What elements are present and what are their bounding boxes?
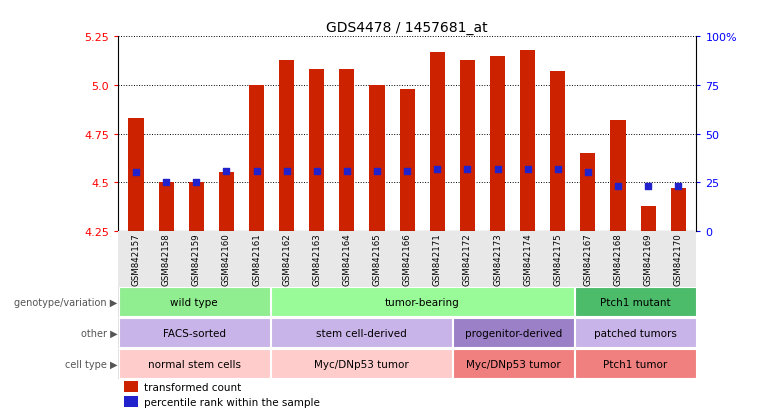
Point	[431, 166, 444, 173]
Bar	[271, 318, 452, 348]
Text: transformed count: transformed count	[144, 382, 241, 392]
Text: GSM842172: GSM842172	[463, 233, 472, 285]
Bar	[119, 318, 269, 348]
Text: GSM842158: GSM842158	[161, 233, 170, 285]
Bar	[271, 349, 452, 379]
Bar	[119, 349, 269, 379]
Point	[281, 168, 293, 174]
Bar	[400, 90, 415, 231]
Bar	[119, 287, 269, 317]
Bar	[124, 396, 139, 408]
Text: Ptch1 tumor: Ptch1 tumor	[603, 359, 667, 369]
Text: GSM842169: GSM842169	[644, 233, 653, 285]
Point	[581, 170, 594, 176]
Point	[190, 179, 202, 186]
Bar	[641, 206, 656, 231]
Point	[341, 168, 353, 174]
Bar	[370, 86, 384, 231]
Bar	[279, 60, 295, 231]
Text: GSM842166: GSM842166	[403, 233, 412, 285]
Text: Ptch1 mutant: Ptch1 mutant	[600, 297, 670, 307]
Bar	[454, 318, 574, 348]
Text: GSM842174: GSM842174	[523, 233, 532, 285]
Bar	[575, 287, 696, 317]
Text: Myc/DNp53 tumor: Myc/DNp53 tumor	[314, 359, 409, 369]
Text: normal stem cells: normal stem cells	[148, 359, 240, 369]
Point	[461, 166, 473, 173]
Text: wild type: wild type	[170, 297, 218, 307]
Point	[612, 183, 624, 190]
Text: GSM842170: GSM842170	[673, 233, 683, 285]
Bar	[490, 57, 505, 231]
Bar	[309, 70, 324, 231]
Text: GSM842168: GSM842168	[613, 233, 622, 285]
Point	[221, 168, 233, 174]
Point	[130, 170, 142, 176]
Point	[371, 168, 383, 174]
Bar	[610, 121, 626, 231]
Point	[642, 183, 654, 190]
Text: GSM842171: GSM842171	[433, 233, 441, 285]
Text: GSM842165: GSM842165	[373, 233, 381, 285]
Bar	[271, 287, 574, 317]
Text: GSM842167: GSM842167	[584, 233, 592, 285]
Point	[492, 166, 504, 173]
Text: genotype/variation ▶: genotype/variation ▶	[14, 297, 117, 307]
Bar	[581, 154, 595, 231]
Text: patched tumors: patched tumors	[594, 328, 677, 338]
Text: GSM842163: GSM842163	[312, 233, 321, 285]
Text: GSM842162: GSM842162	[282, 233, 291, 285]
Point	[552, 166, 564, 173]
Bar	[219, 173, 234, 231]
Bar	[339, 70, 355, 231]
Text: GSM842157: GSM842157	[132, 233, 141, 285]
Text: percentile rank within the sample: percentile rank within the sample	[144, 397, 320, 407]
Point	[672, 183, 684, 190]
Bar	[575, 318, 696, 348]
Bar	[249, 86, 264, 231]
Text: tumor-bearing: tumor-bearing	[385, 297, 460, 307]
Bar	[158, 183, 174, 231]
Bar	[430, 53, 444, 231]
Point	[250, 168, 263, 174]
Point	[160, 179, 172, 186]
Bar	[550, 72, 565, 231]
Text: GSM842173: GSM842173	[493, 233, 502, 285]
Bar	[454, 349, 574, 379]
Text: GSM842164: GSM842164	[342, 233, 352, 285]
Text: Myc/DNp53 tumor: Myc/DNp53 tumor	[466, 359, 561, 369]
Text: stem cell-derived: stem cell-derived	[316, 328, 407, 338]
Text: cell type ▶: cell type ▶	[65, 359, 117, 369]
Point	[401, 168, 413, 174]
Text: FACS-sorted: FACS-sorted	[163, 328, 225, 338]
Text: other ▶: other ▶	[81, 328, 117, 338]
Text: GSM842175: GSM842175	[553, 233, 562, 285]
Title: GDS4478 / 1457681_at: GDS4478 / 1457681_at	[326, 21, 488, 35]
Text: GSM842160: GSM842160	[222, 233, 231, 285]
Bar	[575, 349, 696, 379]
Bar	[670, 189, 686, 231]
Text: GSM842161: GSM842161	[252, 233, 261, 285]
Point	[521, 166, 533, 173]
Point	[310, 168, 323, 174]
Text: GSM842159: GSM842159	[192, 233, 201, 285]
Text: progenitor-derived: progenitor-derived	[465, 328, 562, 338]
Bar	[124, 381, 139, 392]
Bar	[129, 119, 144, 231]
Bar	[189, 183, 204, 231]
Bar	[460, 60, 475, 231]
Bar	[520, 51, 535, 231]
